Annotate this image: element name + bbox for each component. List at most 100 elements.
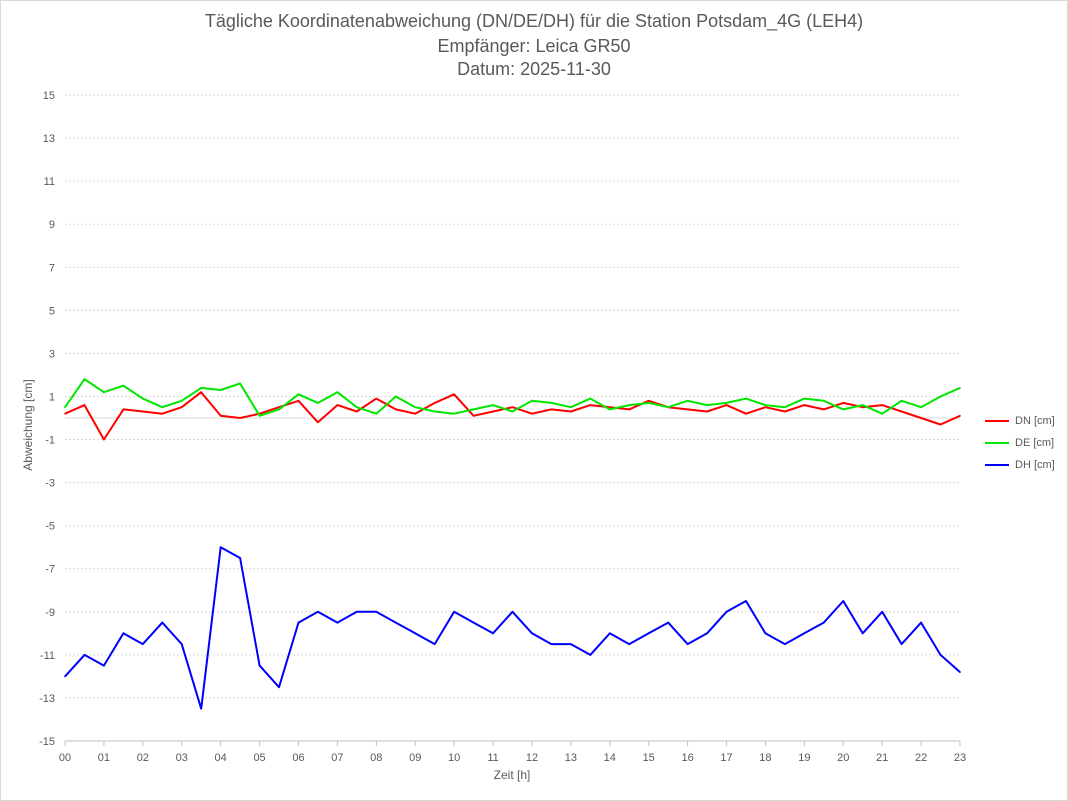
- data-point-dn: [161, 412, 164, 415]
- data-point-dn: [297, 399, 300, 402]
- data-point-de: [628, 404, 631, 406]
- data-point-de: [297, 393, 300, 396]
- data-point-de: [103, 391, 105, 393]
- data-point-de: [453, 412, 455, 415]
- data-point-dn: [725, 404, 728, 406]
- data-point-dn: [472, 415, 475, 417]
- series-line-de: [64, 378, 961, 417]
- x-tick-label: 02: [137, 752, 149, 764]
- data-point-de: [745, 397, 747, 400]
- x-tick-label: 04: [215, 752, 227, 764]
- data-point-de: [725, 402, 728, 404]
- data-point-dh: [725, 611, 728, 613]
- data-point-dh: [511, 611, 514, 613]
- data-point-de: [83, 378, 86, 381]
- data-point-de: [239, 382, 241, 385]
- y-tick-label: -5: [45, 521, 55, 533]
- data-point-de: [881, 412, 883, 415]
- data-point-de: [647, 402, 650, 404]
- data-point-de: [667, 406, 669, 409]
- legend-item-dn: DN [cm]: [985, 410, 1055, 432]
- data-point-de: [823, 399, 825, 402]
- data-point-de: [842, 408, 845, 411]
- x-tick-label: 18: [759, 752, 771, 764]
- data-point-de: [531, 399, 533, 402]
- chart-subtitle-date: Datum: 2025-11-30: [457, 59, 611, 79]
- x-tick-label: 15: [643, 752, 655, 764]
- data-point-dn: [803, 404, 806, 406]
- y-tick-label: -13: [39, 693, 55, 705]
- data-point-de: [570, 406, 572, 409]
- data-point-dh: [375, 611, 378, 613]
- data-point-de: [764, 404, 767, 406]
- y-tick-label: 7: [49, 262, 55, 274]
- data-point-dh: [900, 643, 903, 645]
- data-point-de: [920, 406, 922, 409]
- data-point-dn: [375, 397, 378, 400]
- data-point-dn: [706, 410, 708, 413]
- data-point-dn: [336, 404, 339, 406]
- x-tick-label: 21: [876, 752, 888, 764]
- x-tick-label: 17: [720, 752, 732, 764]
- data-point-de: [180, 399, 183, 402]
- legend: DN [cm] DE [cm] DH [cm]: [985, 410, 1055, 476]
- data-point-dh: [142, 643, 144, 645]
- data-point-dh: [200, 707, 202, 710]
- data-point-dh: [550, 643, 553, 645]
- x-tick-label: 13: [565, 752, 577, 764]
- x-tick-label: 07: [331, 752, 343, 764]
- x-tick-label: 19: [798, 752, 810, 764]
- data-point-de: [278, 408, 280, 411]
- x-tick-label: 12: [526, 752, 538, 764]
- x-tick-label: 14: [604, 752, 616, 764]
- data-point-de: [803, 397, 806, 400]
- data-point-dh: [881, 611, 883, 613]
- y-tick-label: 13: [43, 133, 55, 145]
- data-point-dh: [686, 643, 689, 645]
- data-point-dh: [433, 643, 436, 645]
- data-point-dh: [764, 632, 767, 635]
- data-point-de: [336, 391, 339, 393]
- data-point-de: [959, 387, 961, 389]
- data-point-de: [414, 406, 417, 409]
- x-tick-label: 09: [409, 752, 421, 764]
- legend-item-dh: DH [cm]: [985, 454, 1055, 476]
- data-point-dh: [239, 557, 241, 559]
- data-point-dn: [122, 408, 125, 411]
- y-tick-label: -11: [40, 650, 55, 662]
- x-tick-label: 20: [837, 752, 849, 764]
- legend-item-de: DE [cm]: [985, 432, 1055, 454]
- x-tick-label: 10: [448, 752, 460, 764]
- data-point-de: [492, 404, 494, 406]
- x-tick-label: 01: [98, 752, 110, 764]
- data-point-dn: [745, 412, 747, 415]
- data-point-dh: [278, 686, 280, 688]
- data-point-de: [472, 408, 475, 411]
- data-point-de: [686, 399, 689, 402]
- x-tick-label: 11: [487, 752, 498, 764]
- data-point-dh: [317, 611, 319, 613]
- data-point-dh: [647, 632, 650, 635]
- data-point-dh: [161, 621, 164, 624]
- x-tick-label: 05: [253, 752, 265, 764]
- data-point-de: [861, 404, 864, 406]
- data-point-dh: [745, 600, 747, 602]
- data-point-dn: [433, 402, 436, 404]
- x-tick-label: 23: [954, 752, 966, 764]
- data-point-de: [375, 412, 378, 415]
- data-point-dn: [589, 404, 592, 406]
- chart-subtitle-receiver: Empfänger: Leica GR50: [437, 36, 631, 56]
- data-point-dh: [297, 621, 300, 624]
- data-point-dn: [531, 412, 533, 415]
- data-point-dh: [920, 621, 922, 624]
- chart-title: Tägliche Koordinatenabweichung (DN/DE/DH…: [204, 11, 864, 31]
- data-point-dh: [667, 621, 669, 624]
- legend-swatch-dn: [985, 420, 1009, 422]
- data-point-dn: [394, 408, 397, 411]
- series-line-dn: [64, 391, 961, 441]
- data-point-dh: [959, 671, 961, 673]
- data-point-dh: [861, 632, 864, 635]
- data-point-de: [550, 402, 553, 404]
- data-point-de: [394, 395, 397, 398]
